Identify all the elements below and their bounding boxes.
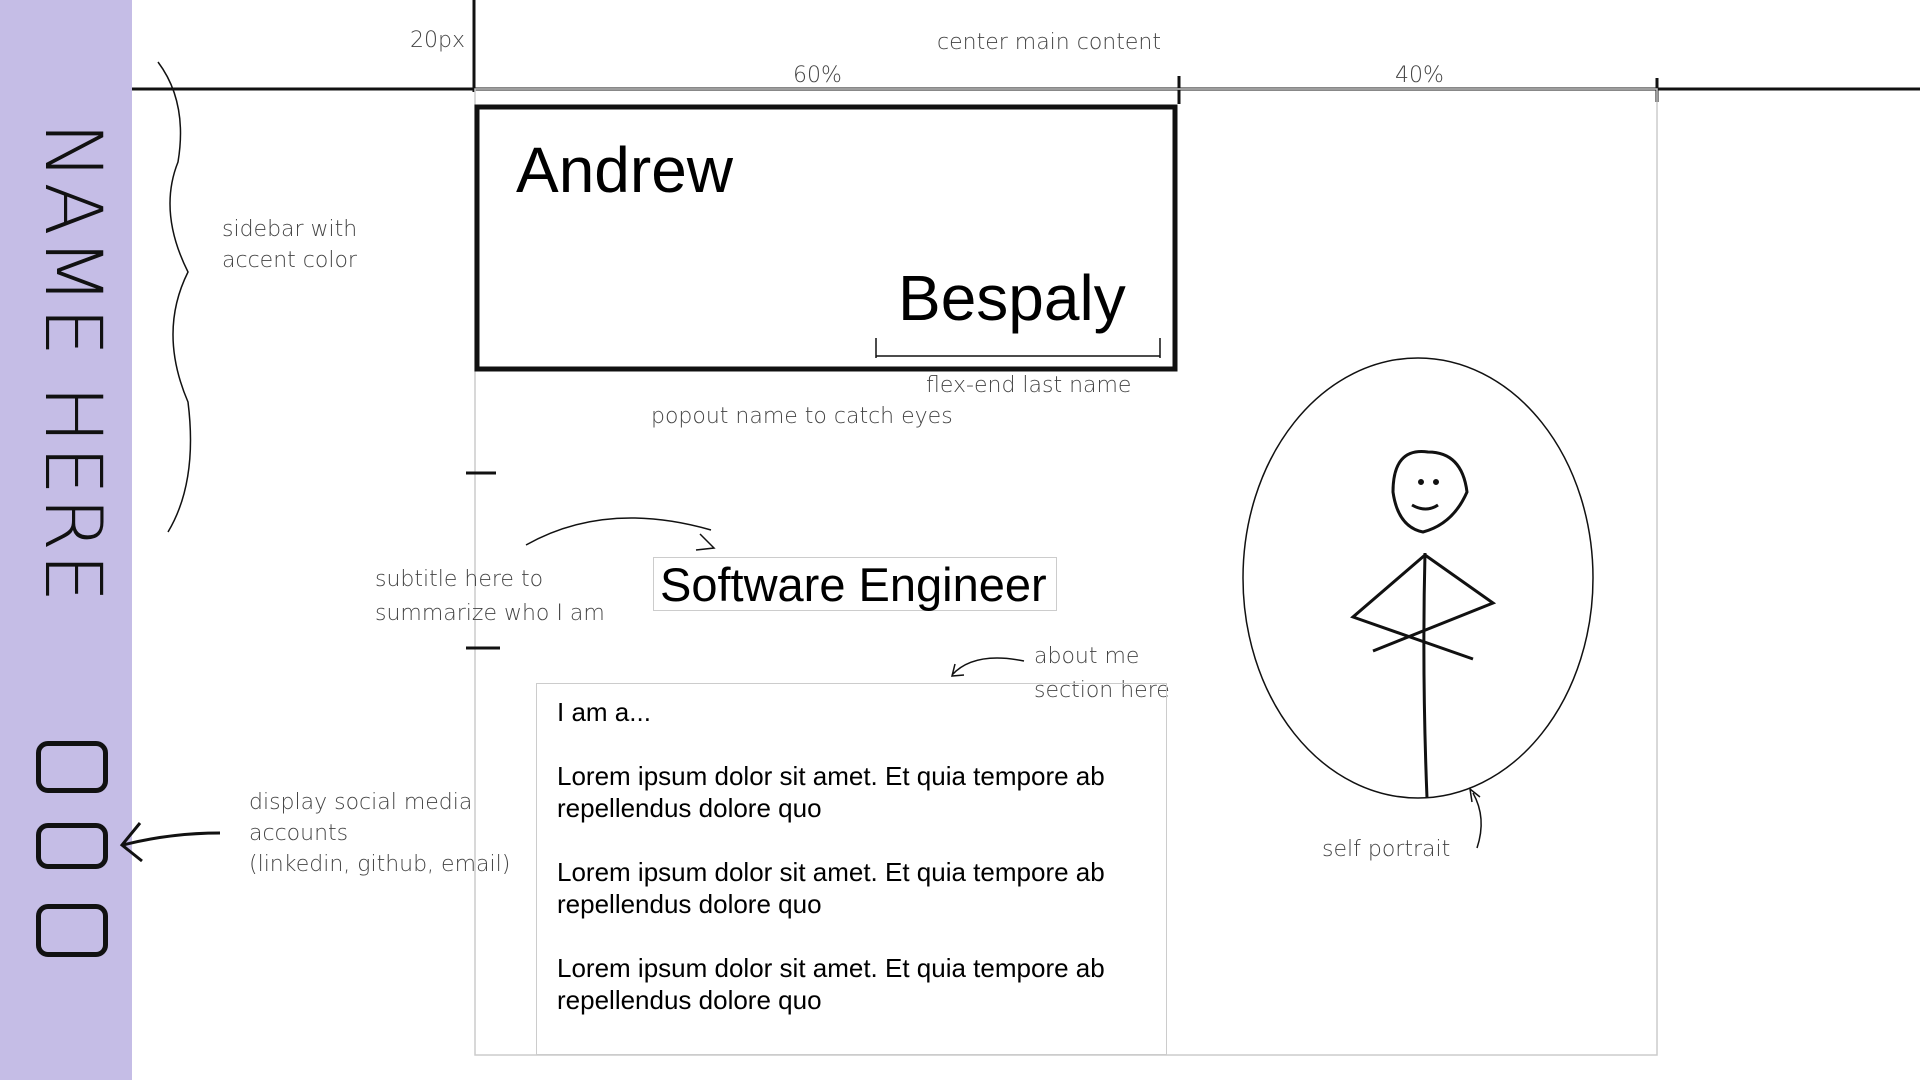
annotation-line: section here — [1034, 678, 1170, 703]
portrait-frame — [1242, 357, 1594, 799]
annotation: center main content — [937, 30, 1161, 55]
annotation-line: accent color — [222, 248, 357, 273]
annotation-line: sidebar with — [222, 217, 358, 242]
first-name: Andrew — [516, 134, 733, 206]
annotation: 40% — [1395, 63, 1444, 88]
about-intro: I am a... — [557, 697, 651, 727]
annotation-line: about me — [1034, 644, 1140, 669]
annotation: 20px — [410, 28, 465, 53]
social-icon[interactable] — [36, 904, 108, 957]
annotation-line: accounts — [249, 821, 349, 846]
annotation-line: display social media — [249, 790, 473, 815]
about-section: I am a... Lorem ipsum dolor sit amet. Et… — [536, 683, 1167, 1055]
annotation: about me section here — [1034, 640, 1170, 708]
annotation: sidebar with accent color — [222, 214, 357, 276]
social-arrow — [119, 822, 221, 863]
annotation-line: summarize who I am — [375, 601, 605, 626]
annotation: popout name to catch eyes — [651, 404, 953, 429]
annotation: flex-end last name — [926, 373, 1132, 398]
annotation: display social media accounts (linkedin, g… — [249, 787, 510, 880]
social-icon[interactable] — [36, 823, 108, 869]
subtitle-arrow — [525, 517, 716, 551]
about-paragraph: Lorem ipsum dolor sit amet. Et quia temp… — [557, 857, 1105, 919]
annotation: self portrait — [1322, 837, 1451, 862]
about-arrow — [951, 657, 1025, 677]
stick-figure — [1350, 450, 1497, 799]
flex-end-bracket — [875, 338, 1161, 358]
about-paragraph: Lorem ipsum dolor sit amet. Et quia temp… — [557, 761, 1105, 823]
sidebar-name: NAME HERE — [27, 122, 117, 605]
about-paragraph: Lorem ipsum dolor sit amet. Et quia temp… — [557, 953, 1105, 1015]
subtitle: Software Engineer — [653, 557, 1057, 611]
annotation: 60% — [793, 63, 842, 88]
sidebar-brace — [157, 61, 192, 533]
last-name: Bespaly — [898, 262, 1126, 334]
name-box — [474, 104, 1178, 372]
annotation: subtitle here to summarize who I am — [375, 563, 605, 631]
social-icon[interactable] — [36, 741, 108, 793]
annotation-line: (linkedin, github, email) — [249, 852, 511, 877]
sidebar: NAME HERE — [0, 0, 132, 1080]
portrait-arrow — [1468, 787, 1482, 849]
main-content — [474, 88, 1658, 1056]
annotation-line: subtitle here to — [375, 567, 544, 592]
